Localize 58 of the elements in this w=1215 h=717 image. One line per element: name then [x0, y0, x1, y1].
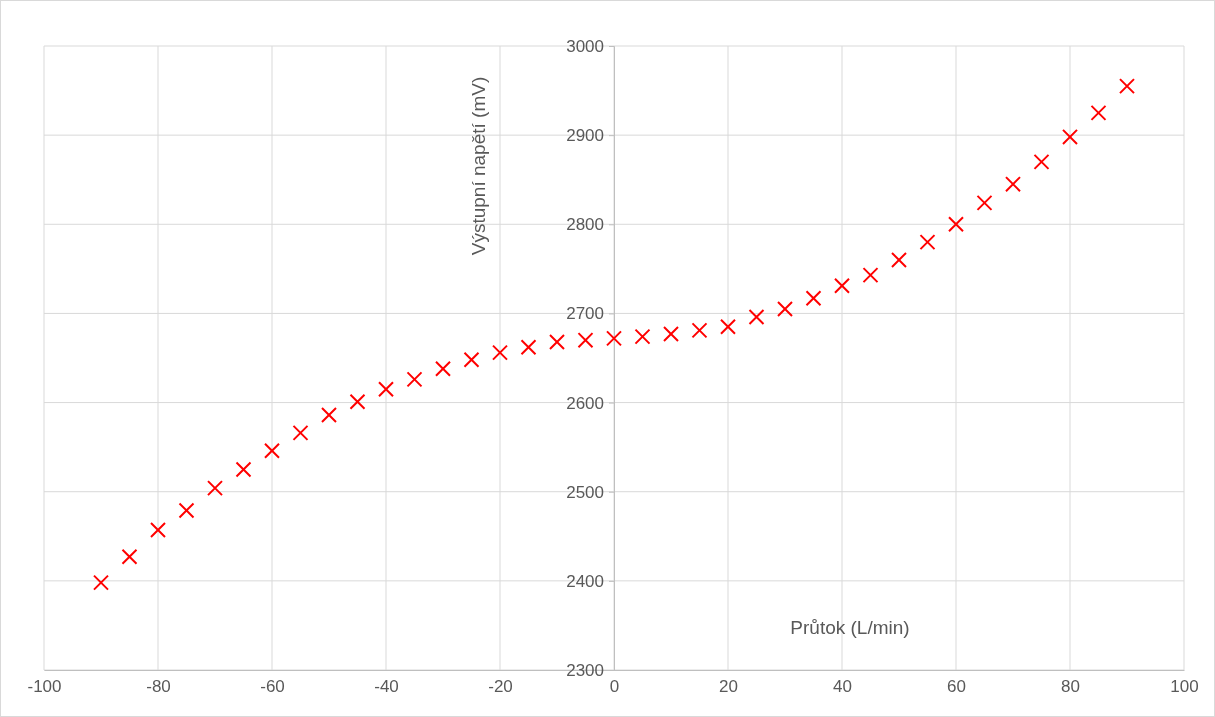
point [577, 332, 594, 349]
y-tick-label: 2500 [566, 482, 604, 502]
point [947, 216, 965, 233]
point [263, 442, 281, 459]
point [976, 194, 993, 211]
point [805, 290, 822, 307]
x-tick-label: -20 [488, 677, 513, 697]
point [748, 308, 765, 325]
point [862, 267, 879, 284]
point [320, 407, 338, 424]
point [491, 344, 509, 361]
point [833, 277, 851, 294]
y-tick-label: 2400 [566, 571, 604, 591]
x-tick-label: -100 [27, 677, 62, 697]
x-tick-label: -80 [146, 677, 171, 697]
point [548, 333, 566, 350]
point [776, 300, 794, 317]
point [349, 393, 366, 410]
point [292, 424, 309, 441]
point [206, 480, 224, 497]
y-tick-label: 2900 [566, 126, 604, 146]
y-tick-label: 3000 [566, 36, 604, 56]
point [463, 351, 480, 368]
point [235, 461, 252, 478]
x-tick-label: 100 [1170, 677, 1199, 697]
x-tick-label: -40 [374, 677, 399, 697]
point [1004, 176, 1022, 193]
point [149, 522, 167, 539]
x-tick-label: -60 [260, 677, 285, 697]
point [377, 381, 395, 398]
y-tick-label: 2700 [566, 304, 604, 324]
point [605, 330, 623, 347]
point [1033, 153, 1050, 170]
y-tick-label: 2600 [566, 393, 604, 413]
point [92, 574, 110, 591]
x-tick-label: 40 [833, 677, 852, 697]
point [1118, 78, 1136, 95]
point [434, 360, 452, 377]
y-axis-title: Výstupní napětí (mV) [468, 76, 489, 256]
point [406, 371, 423, 388]
point [890, 251, 908, 268]
x-tick-label: 0 [609, 677, 620, 697]
point [691, 322, 708, 339]
point [1090, 104, 1107, 121]
x-tick-label: 20 [719, 677, 738, 697]
x-axis-title: Průtok (L/min) [790, 617, 910, 638]
point [662, 325, 680, 342]
x-tick-label: 60 [947, 677, 966, 697]
point [178, 502, 195, 519]
point [121, 548, 138, 565]
point [719, 318, 737, 335]
y-tick-label: 2300 [566, 660, 604, 680]
y-tick-label: 2800 [566, 215, 604, 235]
point [1061, 128, 1079, 145]
point [919, 234, 936, 251]
point [634, 328, 651, 345]
x-tick-label: 80 [1061, 677, 1080, 697]
point [520, 339, 537, 356]
